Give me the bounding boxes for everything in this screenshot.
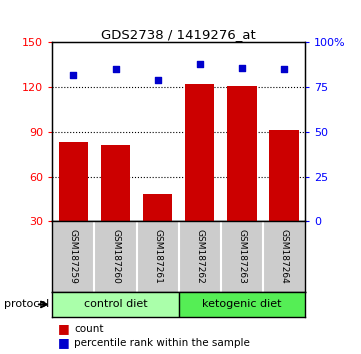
Text: protocol: protocol (4, 299, 49, 309)
Bar (52, 292, 179, 317)
Bar (269, 130, 299, 221)
Text: ketogenic diet: ketogenic diet (202, 299, 282, 309)
Text: GSM187261: GSM187261 (153, 229, 162, 284)
Point (197, 61, 203, 67)
Text: GSM187264: GSM187264 (279, 229, 288, 284)
Bar (143, 194, 172, 221)
Bar (179, 292, 305, 317)
Text: GSM187259: GSM187259 (69, 229, 78, 284)
Text: GSM187260: GSM187260 (111, 229, 120, 284)
Point (281, 67, 287, 72)
Text: GSM187263: GSM187263 (238, 229, 246, 284)
Point (155, 77, 161, 83)
Text: control diet: control diet (84, 299, 147, 309)
Text: GSM187262: GSM187262 (195, 229, 204, 284)
Point (70, 72, 76, 78)
Title: GDS2738 / 1419276_at: GDS2738 / 1419276_at (101, 28, 256, 41)
Point (239, 65, 245, 70)
Bar (185, 84, 214, 221)
Text: ■: ■ (58, 322, 70, 335)
Bar (58, 142, 88, 221)
Bar (227, 86, 257, 221)
Text: percentile rank within the sample: percentile rank within the sample (74, 338, 250, 348)
Text: count: count (74, 324, 104, 333)
Point (113, 67, 118, 72)
Text: ■: ■ (58, 336, 70, 349)
Bar (101, 145, 130, 221)
